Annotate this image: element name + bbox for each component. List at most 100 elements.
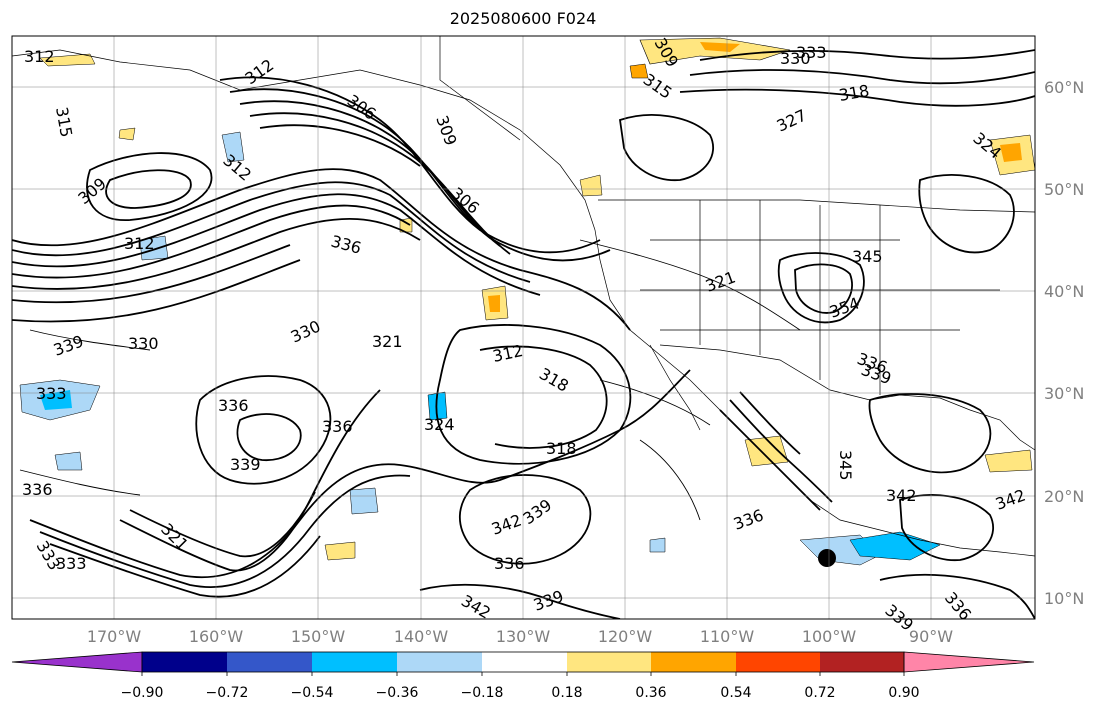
shade-patch [629,63,649,79]
contour-label: 336 [218,396,249,415]
contour-line [12,168,631,331]
longitude-label: 140°W [394,627,449,646]
contour-line [129,491,316,558]
latitude-label: 20°N [1044,487,1084,506]
colorbar-segment [820,652,904,672]
shade-patch [349,487,379,515]
contour-line [739,391,801,455]
shade-patch [39,53,96,67]
contour-line [105,169,192,209]
thin-contour [599,379,711,426]
contour-line [29,369,691,579]
colorbar-segment [482,652,567,672]
latitude-label: 60°N [1044,78,1084,97]
contour-line [249,112,511,255]
longitude-label: 130°W [496,627,551,646]
colorbar-tick-label: 0.54 [720,685,751,701]
contour-line [899,494,995,561]
contour-line [49,535,321,598]
contour-line [479,345,608,449]
coastline-baja [649,344,701,431]
colorbar: −0.90 −0.72 −0.54 −0.36 −0.18 0.18 0.36 … [11,651,1035,701]
latitude-label: 10°N [1044,589,1084,608]
latitude-label: 30°N [1044,384,1084,403]
shade-patch [40,390,72,410]
colorbar-tick-label: −0.36 [376,685,419,701]
contour-line [918,174,1015,254]
contour-label: 324 [424,415,455,434]
thin-contour [29,329,151,351]
shade-patch [649,537,666,553]
colorbar-tick-label: 0.36 [635,685,666,701]
contour-lines [12,49,1035,619]
border-us-mexico [659,344,871,401]
latitude-label: 40°N [1044,282,1084,301]
contour-label: 330 [780,49,811,68]
colorbar-tick-label: −0.54 [291,685,334,701]
colorbar-extend-high [903,651,1035,673]
location-marker [818,549,836,567]
longitude-label: 160°W [189,627,244,646]
shade-patch [744,435,789,467]
thin-contour [19,469,141,496]
thin-contours [19,239,801,521]
contour-line [777,252,865,324]
shading-layer [19,37,1035,566]
contour-label: 345 [836,450,855,481]
border-state-lines [640,200,1000,395]
longitude-label: 110°W [700,627,755,646]
contour-line [12,259,301,323]
thin-contour [639,439,701,521]
contour-line [458,474,592,565]
contour-label: 321 [372,332,403,351]
colorbar-tick-label: 0.90 [888,685,919,701]
contour-line [86,152,213,221]
graticule [12,36,1035,619]
shade-patch [1000,143,1022,162]
shade-patch [984,449,1033,473]
contour-label: 330 [128,334,159,353]
contour-line [794,263,853,314]
contour-line [239,100,501,247]
thin-contour [579,239,801,331]
border-us-canada [598,199,1035,213]
shade-patch [579,174,603,197]
contour-line [12,218,421,290]
contour-label: 333 [56,554,87,573]
contour-label: 318 [546,439,577,458]
longitude-label: 90°W [909,627,953,646]
map-panel [11,35,1036,620]
contour-label: 312 [24,47,55,66]
colorbar-segment [567,652,651,672]
contour-line [689,69,1035,85]
contour-label: 333 [796,43,827,62]
map-frame [11,35,1036,620]
contour-label: 312 [124,234,155,253]
colorbar-segment [142,652,227,672]
longitude-label: 120°W [598,627,653,646]
contour-label: 336 [494,554,525,573]
colorbar-segment [736,652,820,672]
contour-line [119,389,381,572]
colorbar-extend-low [11,651,143,673]
contour-label: 333 [36,384,67,403]
contour-line [619,114,715,181]
colorbar-tick-label: −0.90 [121,685,164,701]
colorbar-tick-label: 0.72 [804,685,835,701]
latitude-label: 50°N [1044,180,1084,199]
colorbar-segment [312,652,397,672]
map-title: 2025080600 F024 [449,9,597,28]
coastlines [12,36,1035,557]
colorbar-segment [397,652,482,672]
shade-patch [639,37,791,65]
contour-line [12,204,411,279]
colorbar-segment [651,652,736,672]
colorbar-ticks [141,672,905,676]
contour-line [699,49,1035,61]
contour-line [879,573,1035,619]
contour-line [868,393,992,474]
contour-line [729,399,833,503]
shade-patch [488,295,500,312]
longitude-label: 150°W [291,627,346,646]
